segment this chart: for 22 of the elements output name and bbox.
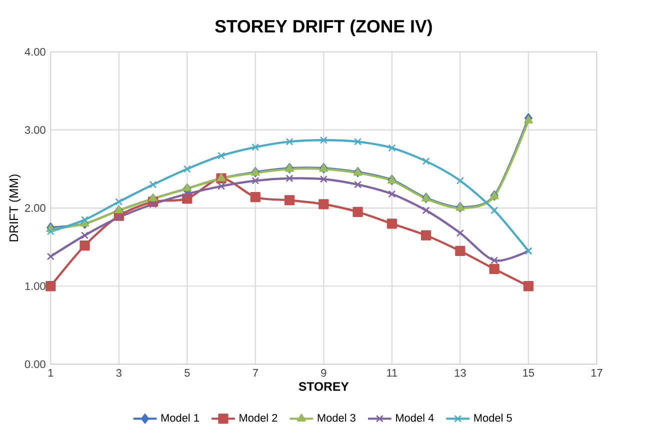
legend-label: Model 4	[396, 414, 434, 422]
x-tick-label: 7	[252, 368, 258, 376]
x-tick-label: 3	[116, 368, 122, 377]
x-axis-title: STOREY	[298, 382, 349, 391]
x-tick-label: 17	[591, 368, 602, 376]
chart-title: STOREY DRIFT (ZONE IV)	[215, 19, 432, 36]
y-tick-label: 4.00	[24, 48, 46, 56]
y-tick-label: 3.00	[24, 126, 46, 134]
legend-label: Model 3	[318, 414, 356, 422]
y-tick-label: 0.00	[24, 360, 46, 368]
x-tick-label: 11	[387, 368, 398, 376]
legend-label: Model 2	[240, 414, 278, 422]
y-tick-label: 2.00	[25, 204, 46, 212]
legend-label: Model 5	[474, 414, 512, 422]
y-tick-label: 1.00	[25, 282, 46, 290]
x-tick-label: 5	[184, 368, 190, 377]
x-tick-label: 9	[321, 368, 326, 377]
x-tick-label: 1	[48, 368, 54, 376]
x-tick-label: 13	[454, 368, 466, 377]
x-tick-label: 15	[523, 368, 534, 377]
legend-label: Model 1	[161, 414, 199, 422]
y-axis-title: DRIFT (MM)	[9, 174, 21, 242]
